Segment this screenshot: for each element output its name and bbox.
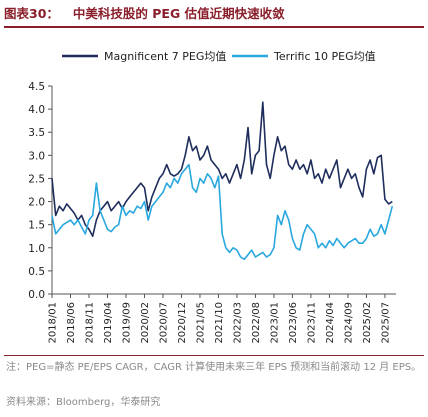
legend-label-terrific-10: Terrific 10 PEG均值	[273, 50, 376, 63]
figure-title: 图表30： 中美科技股的 PEG 估值近期快速收敛	[4, 3, 424, 25]
figure-note: 注：PEG=静态 PE/EPS CAGR，CAGR 计算使用未来三年 EPS 预…	[6, 362, 422, 373]
axes: 0.0 0.5 1.0 1.5 2.0 2.5 3.0 3.5 4.0 4.5 2018/01 201…	[28, 81, 396, 344]
x-tick-label: 2018/06	[66, 302, 77, 344]
x-tick-label: 2025/07	[380, 302, 391, 344]
series-lines	[51, 101, 394, 261]
y-tick-label: 3.0	[28, 150, 45, 162]
bottom-rule	[4, 355, 424, 356]
x-tick-label: 2024/04	[325, 302, 336, 344]
x-tick-label: 2019/04	[103, 302, 114, 344]
y-tick-label: 4.5	[28, 81, 45, 93]
x-tick-label: 2020/12	[177, 302, 188, 344]
y-tick-label: 2.0	[28, 197, 45, 209]
x-tick-label: 2020/02	[140, 302, 151, 344]
x-tick-label: 2021/05	[195, 302, 206, 344]
x-tick-label: 2023/01	[269, 302, 280, 344]
x-tick-label: 2019/09	[121, 302, 132, 344]
x-tick-label: 2025/02	[362, 302, 373, 344]
y-tick-label: 1.0	[28, 243, 45, 255]
series-line-magnificent-7	[51, 101, 393, 237]
y-tick-label: 2.5	[28, 173, 45, 185]
x-tick-label: 2018/11	[84, 302, 95, 344]
figure-source: 资料来源：Bloomberg，华泰研究	[6, 397, 161, 408]
x-tick-label: 2018/01	[48, 302, 59, 344]
x-tick-label: 2023/11	[306, 302, 317, 344]
y-tick-label: 4.0	[28, 104, 45, 116]
figure-title-text: 中美科技股的 PEG 估值近期快速收敛	[72, 6, 285, 21]
peg-line-chart: Magnificent 7 PEG均值 Terrific 10 PEG均值 0.…	[28, 50, 396, 344]
x-tick-label: 2022/03	[232, 302, 243, 344]
title-rule	[4, 26, 424, 28]
x-tick-label: 2021/10	[214, 302, 225, 344]
legend-label-magnificent-7: Magnificent 7 PEG均值	[104, 50, 226, 63]
y-tick-label: 0.5	[28, 266, 45, 278]
legend: Magnificent 7 PEG均值 Terrific 10 PEG均值	[62, 50, 376, 63]
y-tick-label: 1.5	[28, 220, 45, 232]
series-line-terrific-10	[51, 163, 394, 261]
x-tick-label: 2020/07	[158, 302, 169, 344]
y-tick-label: 0.0	[28, 289, 45, 301]
x-tick-label: 2022/08	[251, 302, 262, 344]
x-tick-label: 2024/09	[343, 302, 354, 344]
figure-number: 图表30：	[4, 6, 59, 21]
y-tick-label: 3.5	[28, 127, 45, 139]
x-tick-label: 2023/06	[288, 302, 299, 344]
